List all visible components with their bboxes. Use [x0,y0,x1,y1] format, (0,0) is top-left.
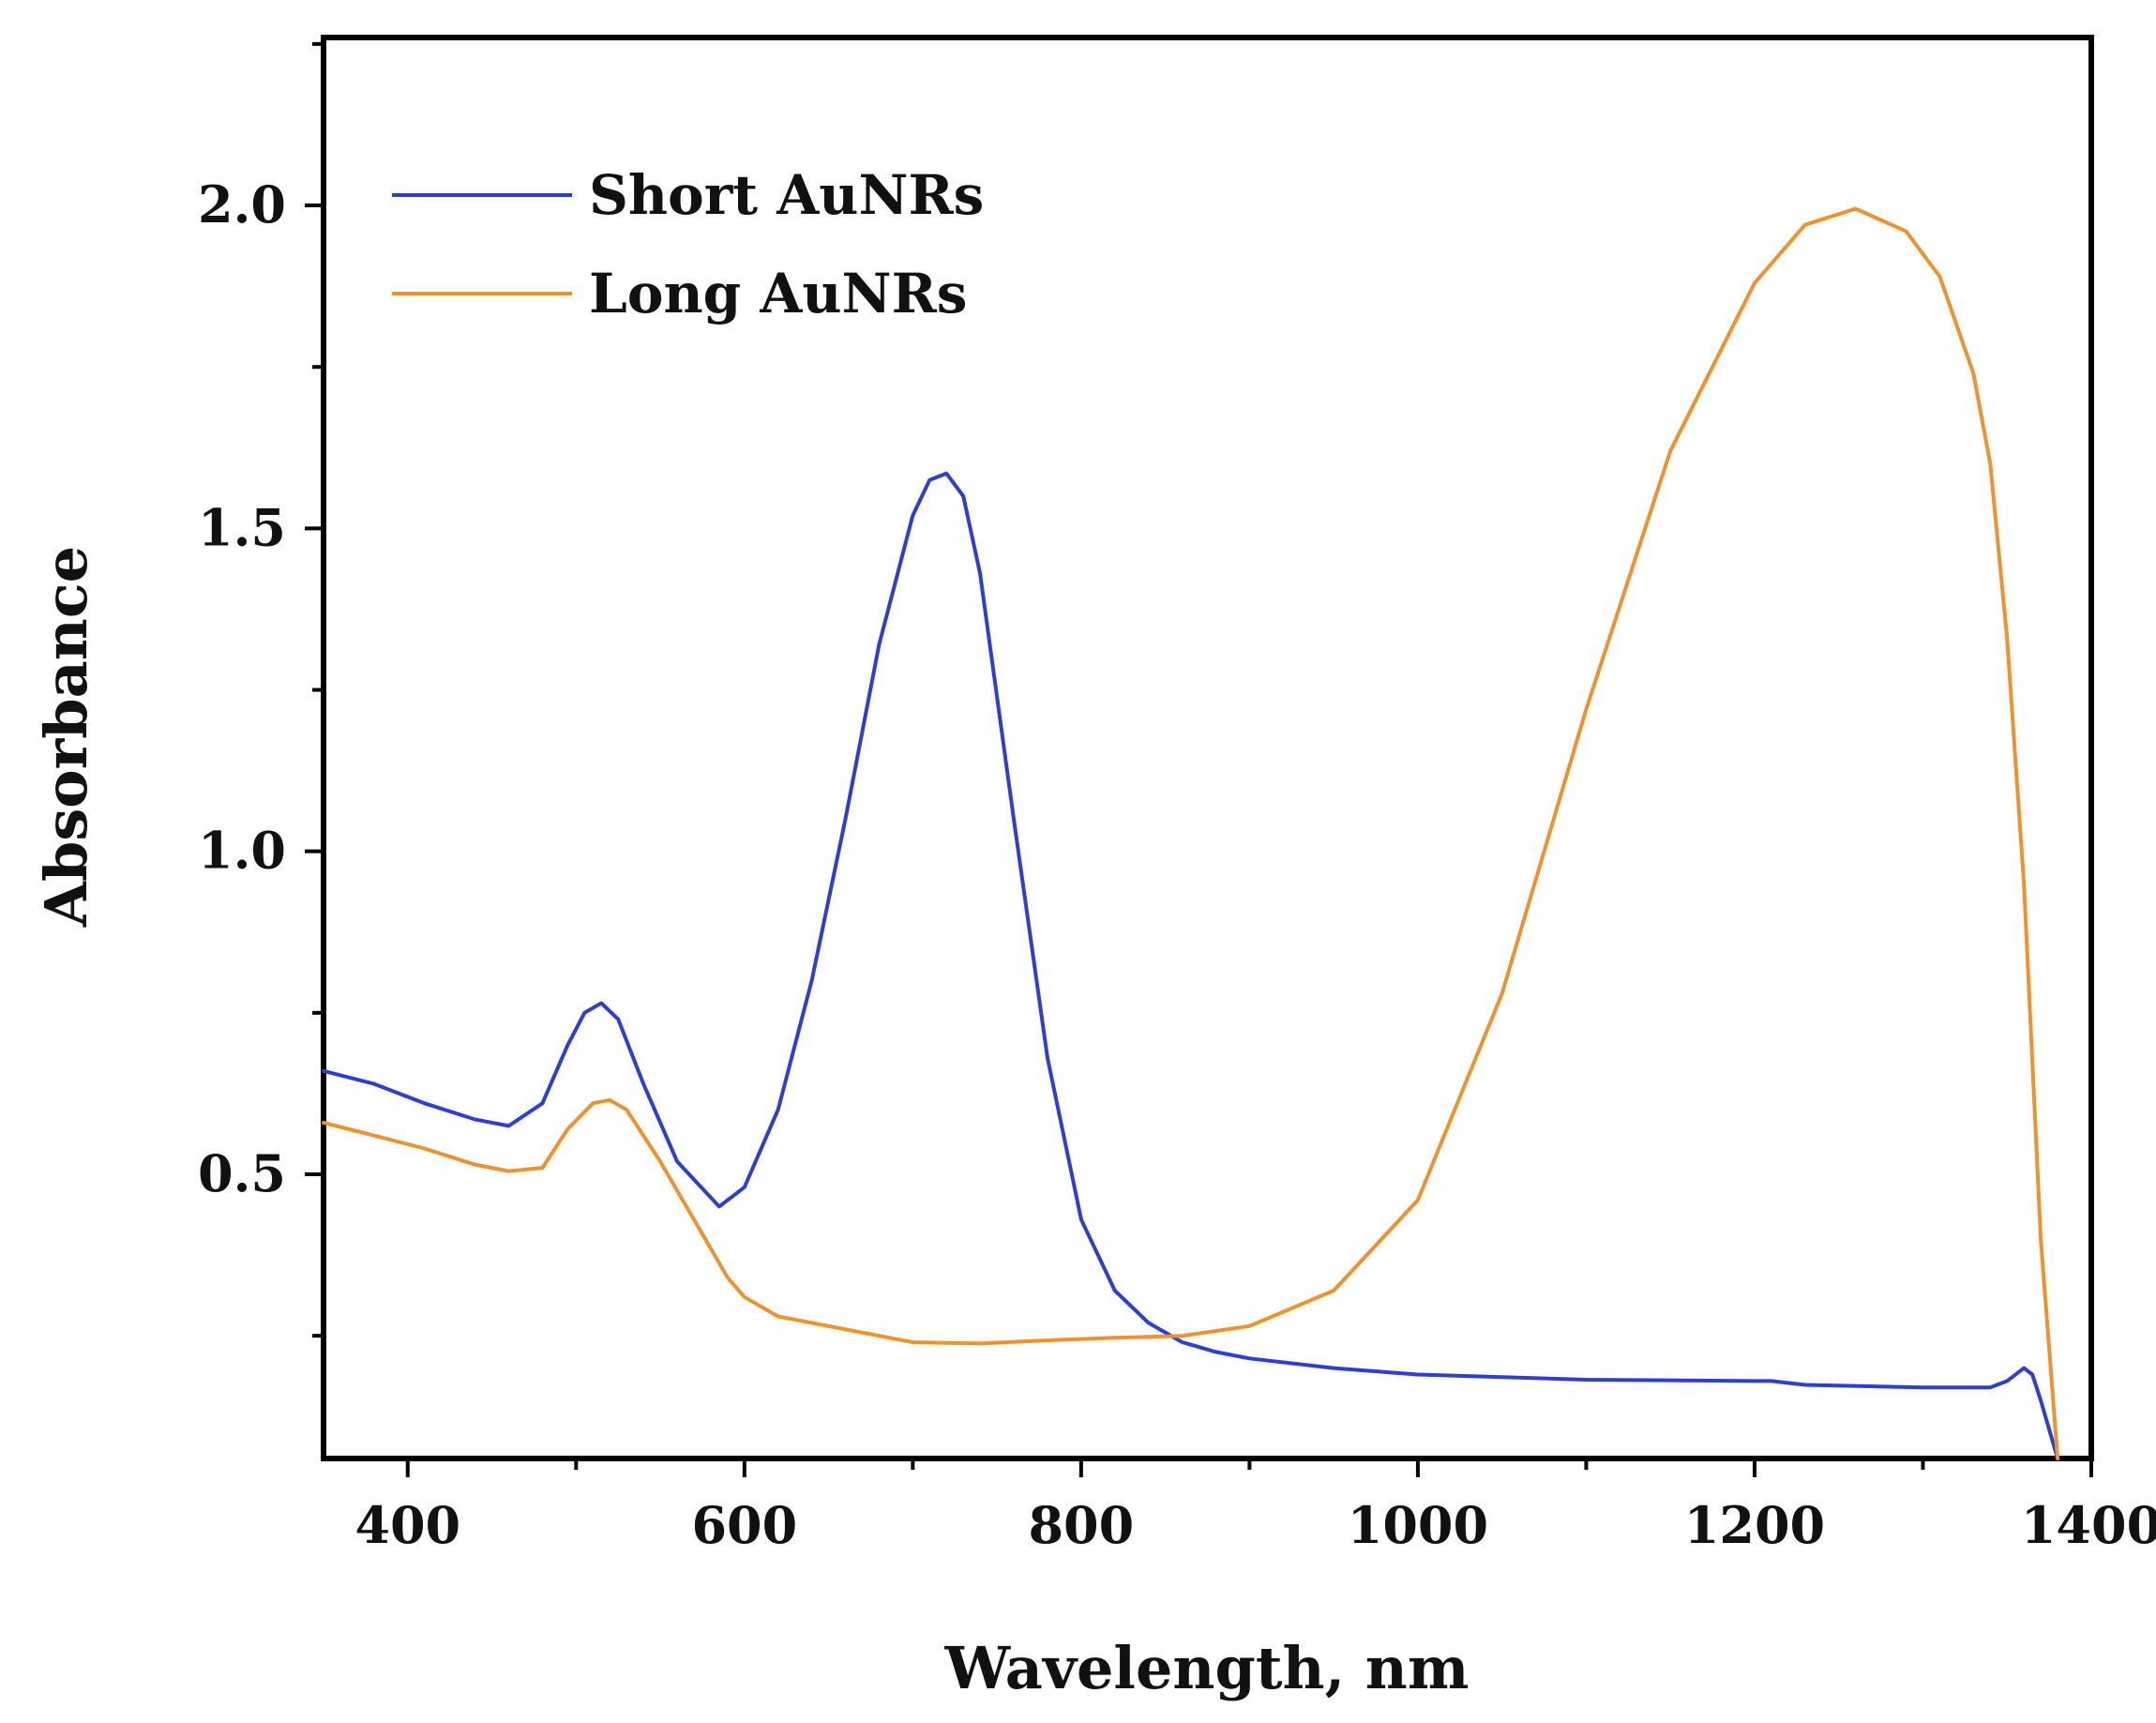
legend-label-short-aunrs: Short AuNRs [589,163,984,227]
y-tick-label: 1.5 [198,497,286,557]
series-lines [322,206,2060,1460]
x-tick-label: 400 [354,1495,460,1555]
y-tick-label: 1.0 [198,821,286,881]
series-line-long-aunrs [322,206,2060,1460]
x-tick-label: 1000 [1348,1495,1488,1555]
y-tick-label: 2.0 [198,174,286,234]
legend-label-long-aunrs: Long AuNRs [589,262,967,325]
y-axis-title: Absorbance [32,546,100,928]
x-tick-label: 800 [1028,1495,1134,1555]
x-tick-label: 1400 [2021,1495,2156,1555]
x-tick-label: 600 [691,1495,797,1555]
y-axis-ticks: 0.5 1.0 1.5 2.0 [198,41,324,1338]
x-axis-ticks: 400 600 800 1000 1200 1400 [354,1459,2156,1555]
y-tick-label: 0.5 [198,1143,286,1203]
x-axis-title: Wavelength, nm [944,1634,1470,1702]
x-tick-label: 1200 [1684,1495,1825,1555]
series-line-short-aunrs [322,471,2060,1460]
plot-frame [321,35,2094,1461]
legend: Short AuNRs Long AuNRs [392,163,984,325]
